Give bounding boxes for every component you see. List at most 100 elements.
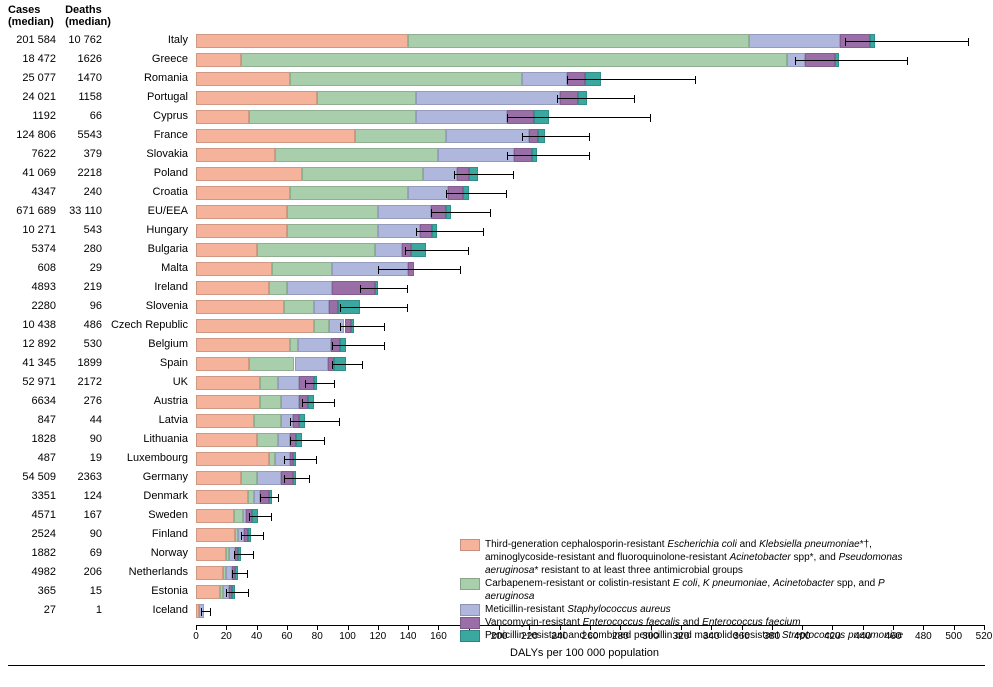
deaths-cell: 276 bbox=[62, 395, 102, 407]
bar-segment bbox=[196, 243, 257, 257]
deaths-cell: 167 bbox=[62, 509, 102, 521]
country-cell: Slovakia bbox=[110, 148, 188, 160]
bar-segment bbox=[272, 262, 333, 276]
deaths-cell: 530 bbox=[62, 338, 102, 350]
error-bar bbox=[232, 573, 247, 574]
bar-segment bbox=[196, 509, 234, 523]
country-cell: Czech Republic bbox=[110, 319, 188, 331]
bar-segment bbox=[295, 357, 328, 371]
table-row: 41 0692218Poland bbox=[0, 165, 993, 184]
cases-cell: 847 bbox=[8, 414, 56, 426]
country-cell: Norway bbox=[110, 547, 188, 559]
table-row: 18 4721626Greece bbox=[0, 51, 993, 70]
bar-segment bbox=[375, 243, 402, 257]
country-cell: Cyprus bbox=[110, 110, 188, 122]
country-cell: Italy bbox=[110, 34, 188, 46]
table-row: 228096Slovenia bbox=[0, 298, 993, 317]
cases-cell: 1828 bbox=[8, 433, 56, 445]
bar-segment bbox=[196, 414, 254, 428]
bar-segment bbox=[257, 433, 278, 447]
country-cell: Lithuania bbox=[110, 433, 188, 445]
country-cell: Netherlands bbox=[110, 566, 188, 578]
cases-cell: 7622 bbox=[8, 148, 56, 160]
bar-segment bbox=[241, 471, 256, 485]
bottom-rule bbox=[8, 665, 985, 666]
bar-segment bbox=[196, 566, 223, 580]
legend-item: Penicillin-resistant and combined penici… bbox=[460, 629, 915, 642]
legend-label: Vancomycin-resistant Enterococcus faecal… bbox=[485, 616, 801, 629]
error-bar bbox=[226, 592, 249, 593]
bar-segment bbox=[196, 471, 241, 485]
deaths-cell: 379 bbox=[62, 148, 102, 160]
cases-cell: 4982 bbox=[8, 566, 56, 578]
error-bar bbox=[431, 212, 492, 213]
bar-segment bbox=[298, 338, 331, 352]
cases-cell: 10 438 bbox=[8, 319, 56, 331]
table-row: 48719Luxembourg bbox=[0, 450, 993, 469]
bar-segment bbox=[254, 414, 281, 428]
tick-label: 160 bbox=[430, 631, 447, 642]
error-bar bbox=[332, 364, 362, 365]
error-bar bbox=[241, 535, 264, 536]
bar-segment bbox=[196, 395, 260, 409]
deaths-cell: 19 bbox=[62, 452, 102, 464]
deaths-cell: 29 bbox=[62, 262, 102, 274]
bar-segment bbox=[196, 357, 249, 371]
cases-cell: 52 971 bbox=[8, 376, 56, 388]
bar-segment bbox=[196, 224, 287, 238]
bar-segment bbox=[314, 319, 329, 333]
deaths-cell: 2218 bbox=[62, 167, 102, 179]
cases-cell: 2280 bbox=[8, 300, 56, 312]
cases-cell: 4571 bbox=[8, 509, 56, 521]
cases-cell: 24 021 bbox=[8, 91, 56, 103]
deaths-cell: 69 bbox=[62, 547, 102, 559]
cases-cell: 608 bbox=[8, 262, 56, 274]
tick-label: 140 bbox=[400, 631, 417, 642]
bar-segment bbox=[196, 262, 272, 276]
cases-cell: 10 271 bbox=[8, 224, 56, 236]
country-cell: Greece bbox=[110, 53, 188, 65]
tick-label: 0 bbox=[193, 631, 199, 642]
bar-segment bbox=[196, 585, 220, 599]
cases-cell: 2524 bbox=[8, 528, 56, 540]
tick-label: 60 bbox=[281, 631, 292, 642]
bar-segment bbox=[408, 186, 447, 200]
tick-label: 40 bbox=[251, 631, 262, 642]
deaths-cell: 5543 bbox=[62, 129, 102, 141]
error-bar bbox=[340, 307, 408, 308]
country-cell: EU/EEA bbox=[110, 205, 188, 217]
table-row: 4347240Croatia bbox=[0, 184, 993, 203]
bar-segment bbox=[196, 433, 257, 447]
error-bar bbox=[290, 421, 340, 422]
legend-label: Carbapenem-resistant or colistin-resista… bbox=[485, 577, 915, 603]
bar-segment bbox=[234, 509, 243, 523]
country-cell: Croatia bbox=[110, 186, 188, 198]
table-row: 84744Latvia bbox=[0, 412, 993, 431]
bar-segment bbox=[260, 395, 281, 409]
table-row: 12 892530Belgium bbox=[0, 336, 993, 355]
deaths-cell: 206 bbox=[62, 566, 102, 578]
bar-segment bbox=[196, 186, 290, 200]
cases-cell: 12 892 bbox=[8, 338, 56, 350]
table-row: 4893219Ireland bbox=[0, 279, 993, 298]
deaths-cell: 44 bbox=[62, 414, 102, 426]
deaths-cell: 486 bbox=[62, 319, 102, 331]
legend-swatch bbox=[460, 617, 480, 629]
error-bar bbox=[302, 402, 335, 403]
deaths-cell: 10 762 bbox=[62, 34, 102, 46]
tick-label: 80 bbox=[312, 631, 323, 642]
bar-segment bbox=[196, 319, 314, 333]
country-cell: Sweden bbox=[110, 509, 188, 521]
table-row: 52 9712172UK bbox=[0, 374, 993, 393]
bar-segment bbox=[281, 395, 299, 409]
bar-segment bbox=[249, 110, 416, 124]
cases-cell: 1882 bbox=[8, 547, 56, 559]
bar-segment bbox=[329, 300, 338, 314]
country-cell: Austria bbox=[110, 395, 188, 407]
cases-cell: 41 069 bbox=[8, 167, 56, 179]
cases-cell: 18 472 bbox=[8, 53, 56, 65]
bar-segment bbox=[196, 110, 249, 124]
deaths-cell: 1899 bbox=[62, 357, 102, 369]
bar-segment bbox=[196, 547, 226, 561]
legend-label: Third-generation cephalosporin-resistant… bbox=[485, 538, 915, 577]
